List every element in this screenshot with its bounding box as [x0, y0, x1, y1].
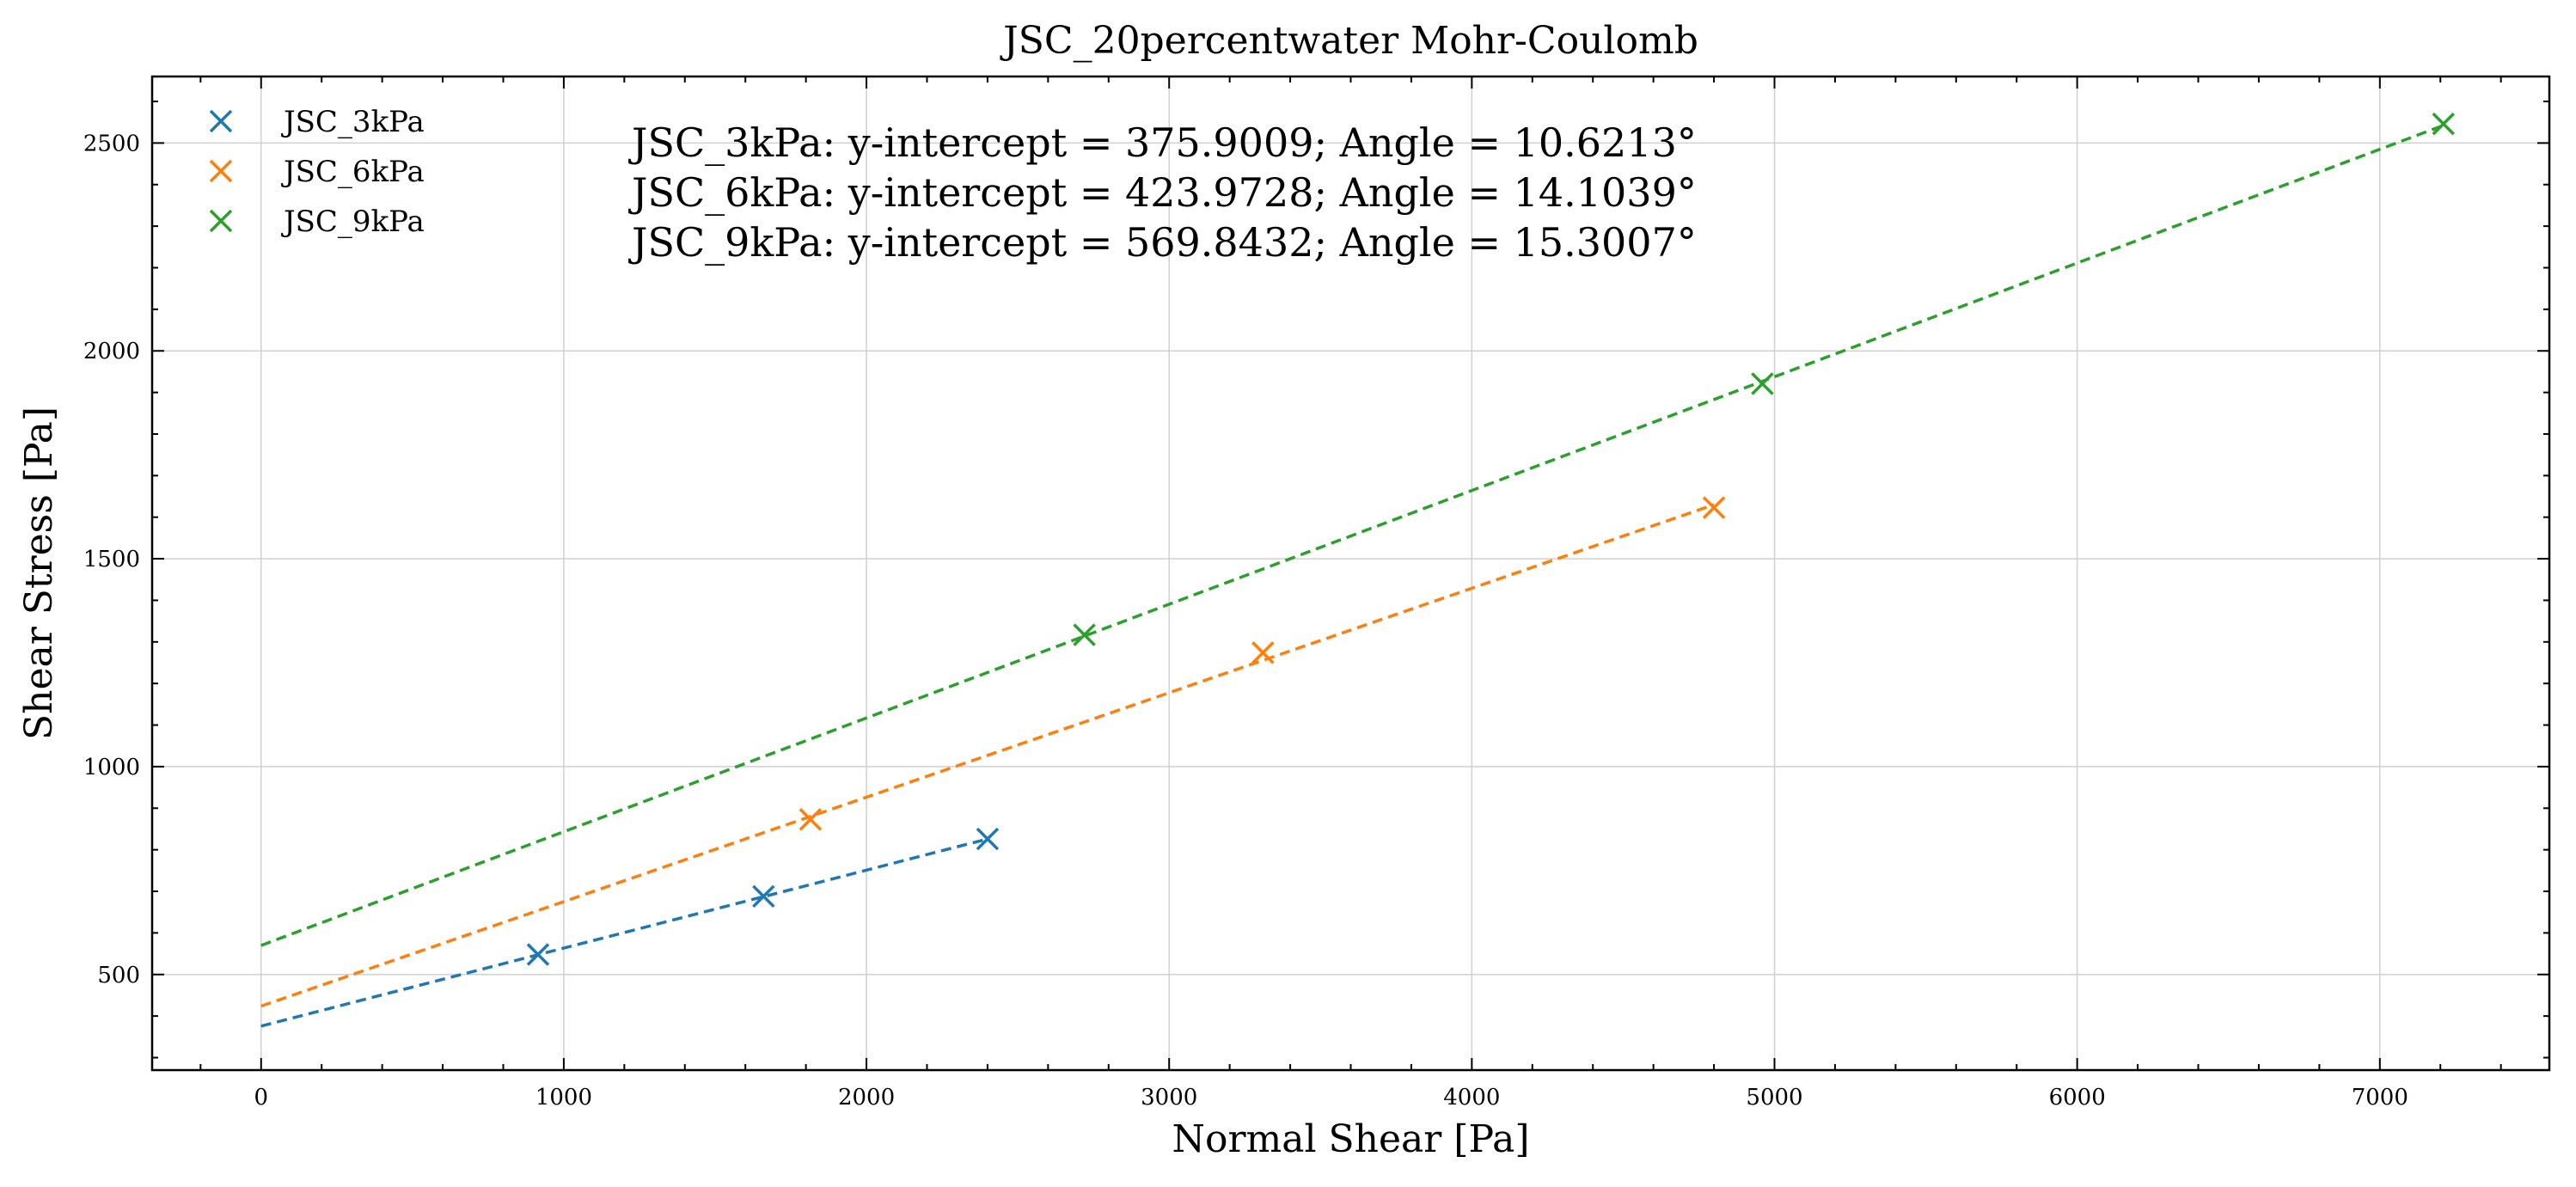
point-jsc_6kpa	[798, 808, 823, 831]
legend-label: JSC_9kPa	[281, 205, 425, 239]
x-tick-label: 5000	[1746, 1085, 1802, 1111]
point-jsc_3kpa	[752, 884, 775, 909]
x-tick-label: 6000	[2049, 1085, 2106, 1111]
x-tick-label: 4000	[1443, 1085, 1500, 1111]
fit-lines	[260, 124, 2444, 1028]
legend-marker	[209, 209, 233, 233]
annotation-jsc-3kpa: JSC_3kPa: y-intercept = 375.9009; Angle …	[628, 119, 1697, 166]
legend-marker	[209, 109, 233, 133]
point-jsc_6kpa	[1702, 496, 1726, 519]
y-tick-label: 1500	[83, 547, 140, 572]
legend-item-jsc_3kpa: JSC_3kPa	[209, 105, 425, 139]
point-jsc_9kpa	[1073, 623, 1096, 646]
legend-label: JSC_3kPa	[281, 105, 425, 139]
legend-item-jsc_9kpa: JSC_9kPa	[209, 205, 425, 239]
y-tick-label: 2000	[83, 339, 140, 364]
legend-item-jsc_6kpa: JSC_6kPa	[209, 155, 425, 189]
x-tick-label: 7000	[2352, 1085, 2408, 1111]
legend: JSC_3kPa JSC_6kPa JSC_9kPa	[209, 105, 425, 239]
y-axis-label: Shear Stress [Pa]	[17, 407, 61, 740]
x-tick-label: 2000	[838, 1085, 895, 1111]
fit-annotations: JSC_3kPa: y-intercept = 375.9009; Angle …	[628, 119, 1697, 266]
legend-label: JSC_6kPa	[281, 155, 425, 189]
y-tick-label: 500	[97, 963, 140, 988]
point-jsc_9kpa	[1751, 372, 1774, 395]
annotation-jsc-6kpa: JSC_6kPa: y-intercept = 423.9728; Angle …	[628, 169, 1697, 216]
fit-line-jsc_6kpa	[260, 503, 1715, 1008]
legend-marker	[209, 159, 233, 183]
point-jsc_3kpa	[526, 943, 550, 966]
fit-line-jsc_3kpa	[260, 837, 988, 1028]
chart-title: JSC_20percentwater Mohr-Coulomb	[1000, 19, 1698, 63]
x-axis-label: Normal Shear [Pa]	[1172, 1117, 1529, 1161]
annotation-jsc-9kpa: JSC_9kPa: y-intercept = 569.8432; Angle …	[628, 219, 1697, 266]
data-points	[526, 112, 2455, 966]
y-tick-label: 2500	[83, 131, 140, 156]
fit-line-jsc_9kpa	[260, 124, 2444, 947]
point-jsc_9kpa	[2432, 112, 2455, 136]
y-tick-label: 1000	[83, 755, 140, 780]
point-jsc_6kpa	[1251, 641, 1275, 664]
axis-ticks: 0 1000 2000 3000 4000 5000 6000 7000 500 1000 1500…	[83, 76, 2549, 1111]
x-tick-label: 1000	[535, 1085, 592, 1111]
point-jsc_3kpa	[976, 827, 1000, 851]
grid	[152, 76, 2549, 1070]
x-tick-label: 3000	[1141, 1085, 1197, 1111]
x-tick-label: 0	[254, 1085, 268, 1111]
